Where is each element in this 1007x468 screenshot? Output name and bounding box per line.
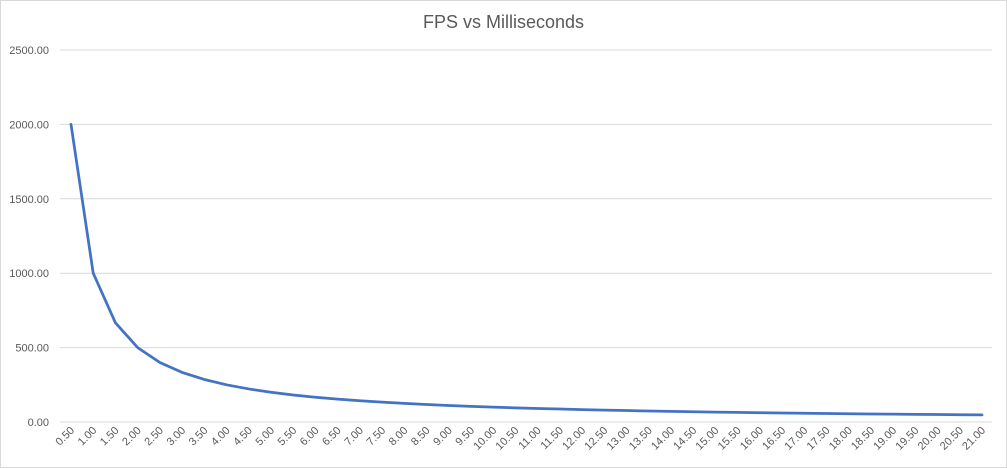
data-point: [713, 410, 717, 414]
x-tick-label: 13.00: [605, 425, 633, 453]
data-point: [202, 377, 206, 381]
data-point: [980, 413, 984, 417]
y-tick-label: 2000.00: [9, 119, 49, 131]
x-tick-label: 6.50: [320, 425, 344, 449]
data-point: [913, 412, 917, 416]
data-point: [402, 401, 406, 405]
x-tick-label: 13.50: [627, 425, 655, 453]
data-point: [624, 409, 628, 413]
x-tick-label: 8.00: [387, 425, 411, 449]
data-point: [536, 406, 540, 410]
data-point: [113, 321, 117, 325]
x-tick-label: 17.00: [782, 425, 810, 453]
y-tick-label: 0.00: [28, 417, 49, 429]
x-tick-label: 1.00: [76, 425, 100, 449]
data-point: [291, 393, 295, 397]
data-point: [558, 407, 562, 411]
data-point: [513, 406, 517, 410]
data-point: [425, 402, 429, 406]
data-point: [758, 411, 762, 415]
data-point: [647, 409, 651, 413]
y-tick-label: 2500.00: [9, 45, 49, 57]
x-tick-label: 15.50: [716, 425, 744, 453]
x-tick-label: 3.50: [187, 425, 211, 449]
data-point: [691, 410, 695, 414]
x-tick-label: 18.50: [849, 425, 877, 453]
x-tick-label: 1.50: [98, 425, 122, 449]
data-point: [313, 395, 317, 399]
x-tick-label: 20.50: [938, 425, 966, 453]
x-tick-label: 5.50: [276, 425, 300, 449]
x-tick-label: 16.00: [738, 425, 766, 453]
x-tick-label: 5.00: [253, 425, 277, 449]
series-line-1: [69, 123, 984, 417]
x-tick-label: 15.00: [694, 425, 722, 453]
data-point: [469, 404, 473, 408]
chart-title: FPS vs Milliseconds: [422, 12, 585, 32]
data-point: [780, 411, 784, 415]
data-point: [824, 411, 828, 415]
x-tick-label: 12.00: [560, 425, 588, 453]
y-tick-label: 1000.00: [9, 268, 49, 280]
x-tick-label: 8.50: [409, 425, 433, 449]
x-tick-label: 11.00: [516, 425, 543, 452]
x-tick-label: 11.50: [539, 425, 566, 452]
x-tick-label: 9.00: [431, 425, 455, 449]
x-tick-label: 7.50: [365, 425, 389, 449]
data-point: [736, 410, 740, 414]
y-axis-labels: 0.00 500.00 1000.00 1500.00 2000.00 2500.00: [9, 45, 49, 429]
x-tick-label: 3.00: [165, 425, 189, 449]
data-point: [91, 271, 95, 275]
x-tick-label: 20.00: [916, 425, 944, 453]
series-layer: [69, 122, 984, 417]
data-point: [136, 346, 140, 350]
x-tick-label: 14.00: [649, 425, 677, 453]
x-tick-label: 7.00: [342, 425, 366, 449]
data-point: [447, 403, 451, 407]
gridlines: [60, 49, 992, 423]
x-tick-label: 10.50: [494, 425, 522, 453]
data-point: [802, 411, 806, 415]
data-point: [602, 408, 606, 412]
data-point: [936, 413, 940, 417]
data-point: [669, 409, 673, 413]
data-point: [891, 412, 895, 416]
x-tick-label: 21.00: [960, 425, 988, 453]
y-tick-label: 1500.00: [9, 194, 49, 206]
data-point: [958, 413, 962, 417]
x-tick-label: 2.50: [142, 425, 166, 449]
x-tick-label: 17.50: [805, 425, 833, 453]
x-tick-label: 0.50: [53, 425, 77, 449]
x-tick-label: 19.00: [871, 425, 899, 453]
data-point: [225, 383, 229, 387]
data-point: [580, 408, 584, 412]
x-tick-label: 10.00: [471, 425, 499, 453]
data-point: [869, 412, 873, 416]
data-point: [847, 412, 851, 416]
x-tick-label: 19.50: [894, 425, 922, 453]
x-axis-labels: 0.501.001.502.002.503.003.504.004.505.00…: [53, 425, 988, 453]
data-point: [247, 387, 251, 391]
x-tick-label: 6.00: [298, 425, 322, 449]
data-point: [69, 122, 73, 126]
data-point: [336, 397, 340, 401]
data-point: [358, 399, 362, 403]
data-point: [158, 360, 162, 364]
x-tick-label: 4.00: [209, 425, 233, 449]
data-point: [491, 405, 495, 409]
y-tick-label: 500.00: [15, 343, 49, 355]
x-tick-label: 2.00: [120, 425, 144, 449]
data-point: [380, 400, 384, 404]
x-tick-label: 14.50: [671, 425, 699, 453]
data-point: [180, 370, 184, 374]
x-tick-label: 12.50: [582, 425, 610, 453]
x-tick-label: 4.50: [231, 425, 255, 449]
x-tick-label: 18.00: [827, 425, 855, 453]
x-tick-label: 16.50: [760, 425, 788, 453]
data-point: [269, 390, 273, 394]
